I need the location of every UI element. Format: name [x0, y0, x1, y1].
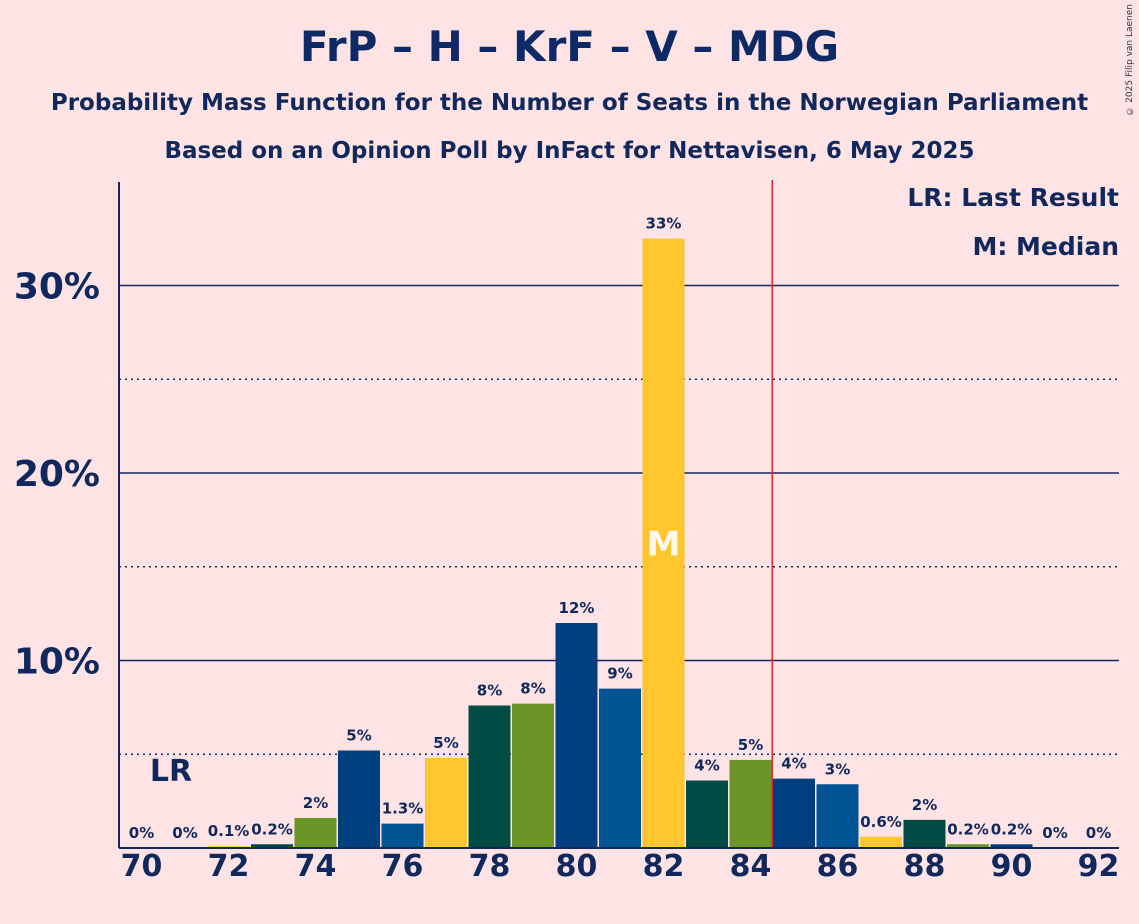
bar-value-label: 2%	[912, 796, 937, 814]
x-tick-label: 78	[469, 849, 511, 884]
bar-seat-89	[947, 844, 989, 848]
x-tick-label: 84	[730, 849, 772, 884]
y-tick-label: 20%	[14, 454, 100, 495]
bar-seat-86	[816, 784, 859, 848]
bar-value-label: 12%	[559, 599, 595, 617]
bar-value-label: 0%	[1042, 824, 1067, 842]
bar-value-label: 4%	[694, 757, 719, 775]
bar-value-label: 0%	[1086, 824, 1111, 842]
y-tick-label: 10%	[14, 642, 100, 683]
bar-seat-87	[860, 836, 902, 848]
bar-seat-88	[903, 819, 946, 848]
bar-seat-83	[686, 780, 728, 848]
bar-value-label: 8%	[477, 682, 502, 700]
bar-value-label: 1.3%	[382, 800, 424, 818]
bar-value-label: 9%	[607, 665, 632, 683]
bar-value-label: 0.2%	[251, 820, 293, 838]
legend-median: M: Median	[972, 232, 1119, 261]
x-tick-label: 82	[643, 849, 685, 884]
bar-value-label: 0%	[129, 824, 154, 842]
x-tick-label: 72	[208, 849, 250, 884]
bar-value-label: 3%	[825, 760, 850, 778]
x-tick-label: 92	[1078, 849, 1120, 884]
bar-value-label: 8%	[520, 680, 545, 698]
y-tick-label: 30%	[14, 267, 100, 308]
last-result-marker: LR	[150, 754, 192, 789]
bar-value-label: 2%	[303, 794, 328, 812]
bar-value-label: 0.2%	[947, 820, 989, 838]
legend-last-result: LR: Last Result	[907, 183, 1119, 212]
x-tick-label: 88	[904, 849, 946, 884]
median-marker: M	[647, 524, 681, 564]
bar-seat-81	[599, 688, 641, 848]
bar-value-label: 33%	[646, 215, 682, 233]
bar-seat-73	[251, 844, 293, 848]
bar-seat-84	[729, 759, 772, 848]
bar-value-label: 5%	[346, 727, 371, 745]
x-tick-label: 80	[556, 849, 598, 884]
bar-value-label: 0.2%	[991, 820, 1033, 838]
chart-subtitle-1: Probability Mass Function for the Number…	[50, 90, 1089, 116]
bar-seat-76	[381, 823, 424, 848]
bar-value-label: 5%	[433, 734, 458, 752]
chart-title: FrP – H – KrF – V – MDG	[299, 22, 840, 71]
bar-seat-90	[990, 844, 1033, 848]
bar-value-label: 0.6%	[860, 813, 902, 831]
bar-seat-75	[338, 750, 380, 848]
bar-value-label: 0.1%	[208, 822, 250, 840]
x-tick-label: 86	[817, 849, 859, 884]
bar-value-label: 4%	[781, 755, 806, 773]
chart-subtitle-2: Based on an Opinion Poll by InFact for N…	[164, 138, 975, 164]
bar-seat-85	[773, 778, 815, 848]
bar-seat-79	[512, 703, 554, 848]
bar-seat-80	[555, 623, 598, 848]
bar-seat-78	[468, 705, 511, 848]
bar-seat-74	[294, 818, 337, 848]
bar-value-label: 5%	[738, 736, 763, 754]
x-tick-label: 74	[295, 849, 337, 884]
x-tick-label: 70	[121, 849, 163, 884]
bar-value-label: 0%	[172, 824, 197, 842]
bar-seat-77	[425, 758, 467, 848]
bar-seat-82	[642, 238, 685, 848]
x-tick-label: 90	[991, 849, 1033, 884]
x-tick-label: 76	[382, 849, 424, 884]
